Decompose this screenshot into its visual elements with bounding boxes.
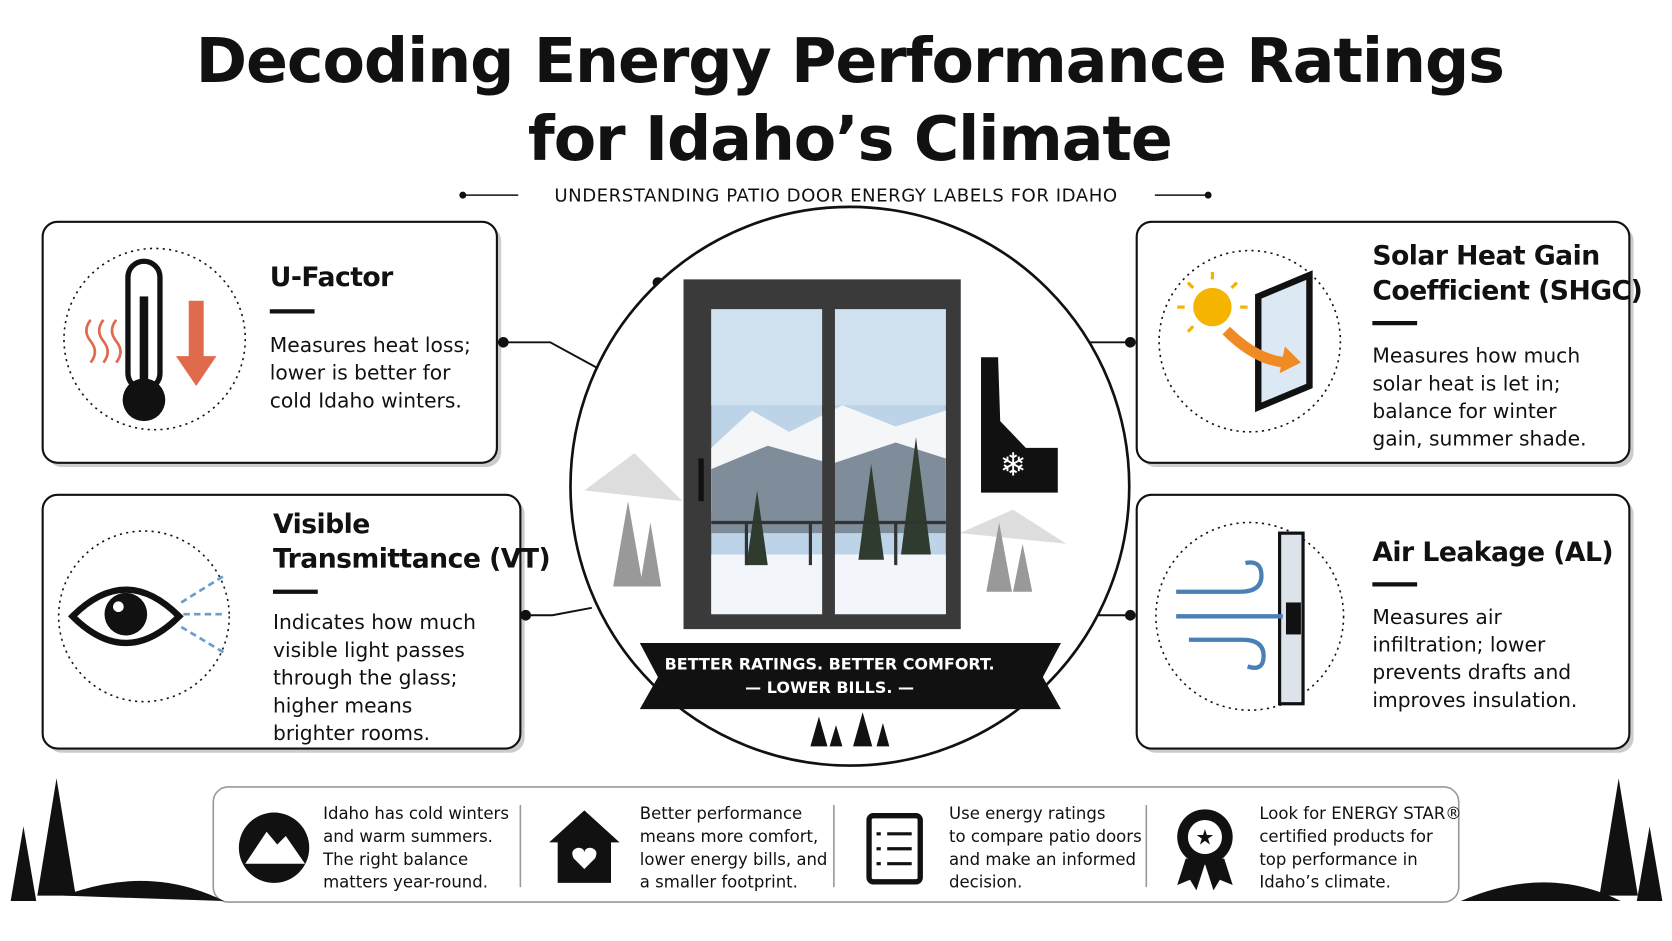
icon-ring [1155,521,1345,711]
card-title: Transmittance (VT) [273,543,550,574]
svg-text:★: ★ [1195,826,1214,851]
card: U-Factor Measures heat loss; lower is bett… [41,220,502,468]
footer-text: lower energy bills, and [640,850,828,869]
footer-text: and warm summers. [323,827,493,846]
footer-text: decision. [949,873,1022,892]
shgc-icon [1177,270,1313,413]
card-description: prevents drafts and [1372,660,1571,684]
icon-ring [63,247,247,431]
footer-panel [212,786,1460,903]
snowflake: ❄ [1000,446,1027,484]
card-description: through the glass; [273,666,458,690]
card-description: lower is better for [270,361,451,385]
footer-text: Use energy ratings [949,804,1105,823]
footer-text: and make an informed [949,850,1136,869]
card-title: Visible [273,509,370,540]
footer-text: Idaho has cold winters [323,804,509,823]
banner-line: — LOWER BILLS. — [745,678,914,697]
footer-icons: ★ [238,809,1233,891]
vt-icon [67,574,227,654]
card-description: visible light passes [273,638,465,662]
footer-text: Idaho’s climate. [1259,873,1391,892]
footer-text: to compare patio doors [949,827,1142,846]
card-title: Air Leakage (AL) [1372,537,1613,568]
footer-text: matters year-round. [323,873,488,892]
card-description: brighter rooms. [273,721,430,745]
u-factor-icon [85,258,217,422]
icon-ring [1158,249,1342,433]
footer-text: a smaller footprint. [640,873,798,892]
card-description: solar heat is let in; [1372,371,1560,395]
air-leakage-icon [1176,531,1305,706]
subtitle-rule [459,191,1212,199]
card-description: infiltration; lower [1372,633,1546,657]
title-line: Decoding Energy Performance Ratings [196,25,1504,97]
card-description: higher means [273,693,412,717]
card-title: U-Factor [270,262,394,293]
tree-decor [10,778,1663,902]
card-box [1135,493,1631,750]
card-description: cold Idaho winters. [270,388,462,412]
card-description: Indicates how much [273,610,476,634]
icon-ring [57,530,231,703]
card: Solar Heat Gain Coefficient (SHGC) Measure… [1135,220,1643,468]
footer-text: Better performance [640,804,802,823]
footer-dividers [519,805,1148,888]
banner-line: BETTER RATINGS. BETTER COMFORT. [665,655,995,674]
card-description: balance for winter [1372,399,1557,423]
footer-text: certified products for [1259,827,1433,846]
card: Air Leakage (AL) Measures air infiltration… [1135,493,1634,753]
card-title: Coefficient (SHGC) [1372,276,1642,307]
card-description: Measures air [1372,605,1502,629]
footer-text: means more comfort, [640,827,818,846]
title-line: for Idaho’s Climate [528,103,1172,175]
footer-text: top performance in [1259,850,1417,869]
card-description: Measures heat loss; [270,333,471,357]
card-box [41,493,522,750]
card-description: improves insulation. [1372,688,1577,712]
center-scene: ❄ [569,205,1131,767]
subtitle: UNDERSTANDING PATIO DOOR ENERGY LABELS F… [554,186,1117,207]
card-title: Solar Heat Gain [1372,240,1599,271]
card-description: Measures how much [1372,344,1580,368]
card-description: gain, summer shade. [1372,427,1586,451]
footer-text: The right balance [322,850,468,869]
footer-text: Look for ENERGY STAR® [1259,804,1462,823]
